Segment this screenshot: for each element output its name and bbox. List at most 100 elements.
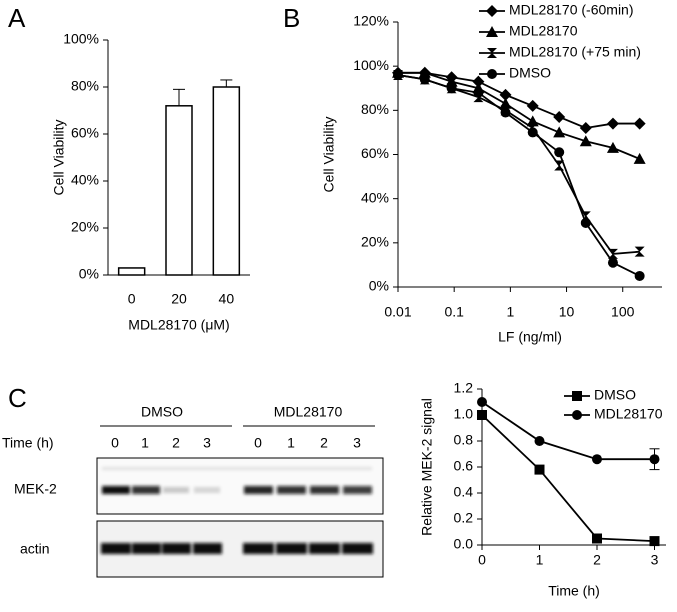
band (102, 467, 372, 470)
legend-label: MDL28170 (+75 min) (509, 44, 641, 60)
point (607, 257, 618, 268)
point (592, 454, 602, 465)
y-tick-label: 0.8 (454, 432, 474, 448)
x-tick-label: 0.01 (384, 304, 411, 320)
legend-label: DMSO (594, 387, 636, 403)
y-tick-label: 0.0 (454, 536, 474, 552)
y-tick-label: 80% (361, 101, 389, 117)
mek2-bands (102, 467, 372, 494)
legend-label: MDL28170 (509, 23, 578, 39)
y-axis-label: Cell Viability (51, 120, 67, 196)
panel-label: C (8, 383, 27, 413)
band (342, 543, 373, 554)
y-tick-label: 0.6 (454, 458, 474, 474)
legend-label: DMSO (509, 65, 551, 81)
legend-label: MDL28170 (594, 406, 663, 422)
y-tick-label: 1.0 (454, 406, 474, 422)
band (102, 486, 130, 494)
x-tick-label: 10 (559, 304, 575, 320)
point (634, 270, 645, 281)
x-tick-label: 0 (128, 291, 136, 307)
western-blot: DMSO MDL28170 Time (h) 0 1 2 3 0 1 2 3 M… (2, 404, 384, 578)
point (554, 147, 565, 158)
band (276, 543, 307, 554)
bar (212, 86, 241, 276)
y-tick-label: 0.4 (454, 484, 474, 500)
group-label: DMSO (141, 404, 183, 420)
y-tick-label: 80% (71, 78, 99, 94)
time-label: Time (h) (2, 435, 54, 451)
point (499, 88, 512, 101)
x-tick-label: 1 (506, 304, 514, 320)
series-line (397, 74, 641, 277)
legend-marker (572, 391, 582, 401)
x-axis-label: LF (ng/ml) (498, 329, 562, 345)
band (101, 543, 131, 554)
x-tick-label: 100 (611, 304, 635, 320)
legend-marker (486, 26, 498, 37)
y-axis-label: Relative MEK-2 signal (419, 398, 435, 536)
lane-label: 1 (287, 435, 295, 451)
y-tick-label: 0.2 (454, 510, 474, 526)
bar (165, 105, 193, 276)
point (633, 117, 646, 130)
series-line (398, 71, 640, 129)
point (473, 87, 484, 98)
x-axis-label: MDL28170 (μM) (128, 317, 229, 333)
y-tick-label: 40% (71, 172, 99, 188)
lane-label: 1 (141, 435, 149, 451)
y-tick-label: 100% (353, 57, 389, 73)
point (634, 246, 645, 257)
point (592, 533, 602, 544)
x-tick-label: 2 (593, 552, 601, 568)
x-tick-label: 1 (536, 552, 544, 568)
y-tick-label: 1.2 (454, 380, 474, 396)
lane-label: 2 (320, 435, 328, 451)
y-tick-label: 120% (353, 13, 389, 29)
point (446, 83, 457, 94)
band (277, 486, 306, 494)
legend-label: MDL28170 (-60min) (509, 2, 634, 18)
y-tick-label: 100% (63, 31, 99, 47)
panel-label: A (8, 3, 26, 33)
group-label: MDL28170 (274, 404, 343, 420)
point (534, 436, 545, 446)
bar (117, 267, 146, 276)
point (579, 135, 592, 147)
y-tick-label: 20% (361, 234, 389, 250)
y-tick-label: 0% (79, 266, 99, 282)
band (193, 543, 222, 554)
row-label: actin (20, 541, 50, 557)
x-tick-label: 0.1 (444, 304, 464, 320)
band (163, 487, 189, 493)
point (633, 152, 646, 164)
actin-bands (101, 543, 373, 554)
y-axis-label: Cell Viability (321, 117, 337, 193)
point (526, 99, 539, 112)
y-tick-label: 40% (361, 189, 389, 205)
legend-marker (487, 48, 497, 58)
x-tick-label: 0 (478, 552, 486, 568)
lane-label: 0 (111, 435, 119, 451)
point (607, 248, 618, 259)
point (554, 160, 565, 171)
y-tick-label: 60% (361, 145, 389, 161)
point (477, 397, 487, 407)
legend-marker (572, 410, 582, 420)
band (309, 543, 340, 554)
band (194, 487, 220, 493)
band (162, 543, 191, 554)
point (649, 454, 660, 465)
point (606, 141, 619, 153)
lane-label: 3 (203, 435, 211, 451)
point (580, 217, 591, 228)
point (579, 122, 592, 134)
x-tick-label: 40 (219, 291, 235, 307)
legend-marker (486, 5, 498, 17)
y-tick-label: 0% (369, 278, 389, 294)
point (500, 107, 511, 118)
band (244, 486, 273, 494)
point (527, 127, 538, 138)
legend-marker (487, 69, 497, 79)
